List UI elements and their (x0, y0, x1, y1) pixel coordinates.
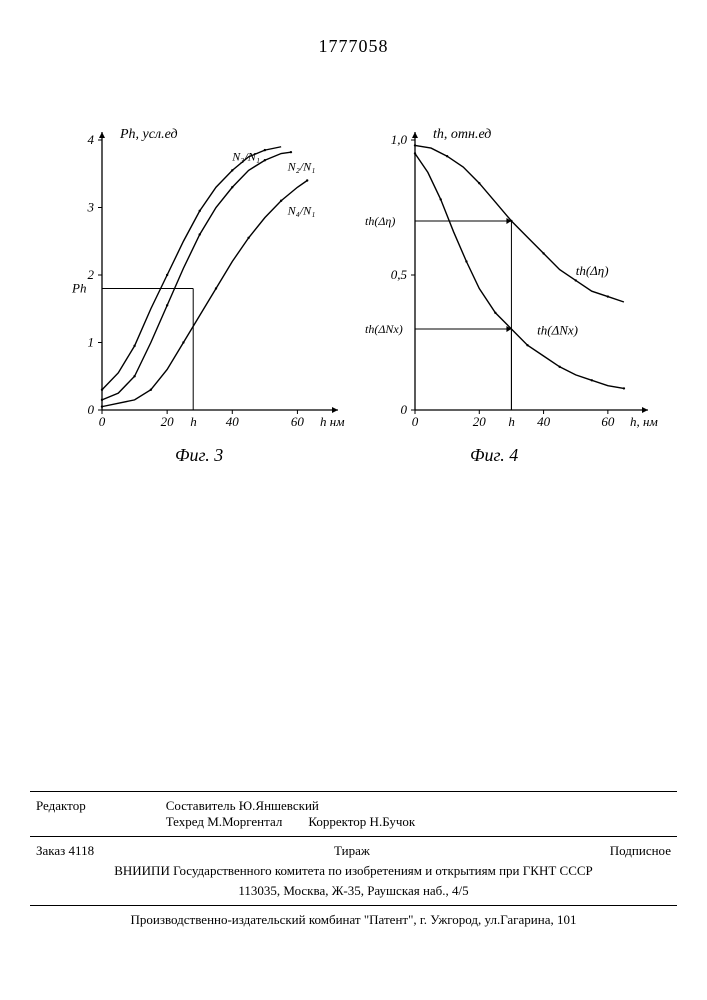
svg-text:40: 40 (537, 414, 551, 429)
svg-text:N₄/N₁: N₄/N₁ (287, 203, 316, 217)
compiler: Составитель Ю.Яншевский (166, 798, 319, 813)
svg-text:N₃/N₁: N₃/N₁ (231, 149, 260, 163)
editor-label: Редактор (36, 798, 86, 830)
subscription: Подписное (610, 843, 671, 859)
svg-text:0: 0 (99, 414, 106, 429)
svg-text:th(ΔNx): th(ΔNx) (365, 322, 403, 336)
svg-text:h, нм: h, нм (630, 414, 658, 429)
svg-text:th, отн.ед: th, отн.ед (433, 127, 491, 142)
svg-text:h нм: h нм (320, 414, 345, 429)
svg-text:60: 60 (601, 414, 615, 429)
fig4-chart: 0 0,5 1,0 0 20 40 60 th, отн.ед h, нм th(Δη) th(ΔN… (360, 110, 660, 440)
svg-text:h: h (190, 414, 197, 429)
fig3-caption: Фиг. 3 (175, 445, 223, 466)
svg-text:th(Δη): th(Δη) (576, 263, 609, 278)
svg-text:1: 1 (88, 335, 95, 350)
svg-text:4: 4 (88, 132, 95, 147)
corrector: Корректор Н.Бучок (308, 814, 415, 829)
tirage: Тираж (334, 843, 370, 859)
svg-text:60: 60 (291, 414, 305, 429)
fig3-chart: 012340204060Ph, усл.едh нмN₃/N₁N₂/N₁N₄/N… (60, 110, 350, 440)
svg-text:20: 20 (473, 414, 487, 429)
order-number: Заказ 4118 (36, 843, 94, 859)
address1: 113035, Москва, Ж-35, Раушская наб., 4/5 (30, 881, 677, 901)
svg-text:Ph: Ph (71, 281, 86, 296)
svg-text:1,0: 1,0 (391, 132, 408, 147)
org-line: ВНИИПИ Государственного комитета по изоб… (30, 861, 677, 881)
svg-text:0: 0 (412, 414, 419, 429)
svg-text:40: 40 (226, 414, 240, 429)
svg-text:0: 0 (88, 402, 95, 417)
svg-text:0,5: 0,5 (391, 267, 408, 282)
svg-text:0: 0 (401, 402, 408, 417)
svg-text:2: 2 (88, 267, 95, 282)
svg-text:20: 20 (161, 414, 175, 429)
svg-text:Ph, усл.ед: Ph, усл.ед (119, 127, 178, 142)
document-number: 1777058 (0, 36, 707, 57)
techred: Техред М.Моргентал (166, 814, 283, 829)
fig4-caption: Фиг. 4 (470, 445, 518, 466)
svg-text:th(ΔNx): th(ΔNx) (537, 322, 578, 337)
svg-text:h: h (508, 414, 515, 429)
svg-text:N₂/N₁: N₂/N₁ (287, 159, 316, 173)
svg-text:th(Δη): th(Δη) (365, 214, 395, 228)
svg-text:3: 3 (87, 200, 95, 215)
charts-area: 012340204060Ph, усл.едh нмN₃/N₁N₂/N₁N₄/N… (60, 110, 650, 480)
address2: Производственно-издательский комбинат "П… (30, 910, 677, 930)
footer-block: Редактор Составитель Ю.Яншевский Техред … (30, 787, 677, 930)
